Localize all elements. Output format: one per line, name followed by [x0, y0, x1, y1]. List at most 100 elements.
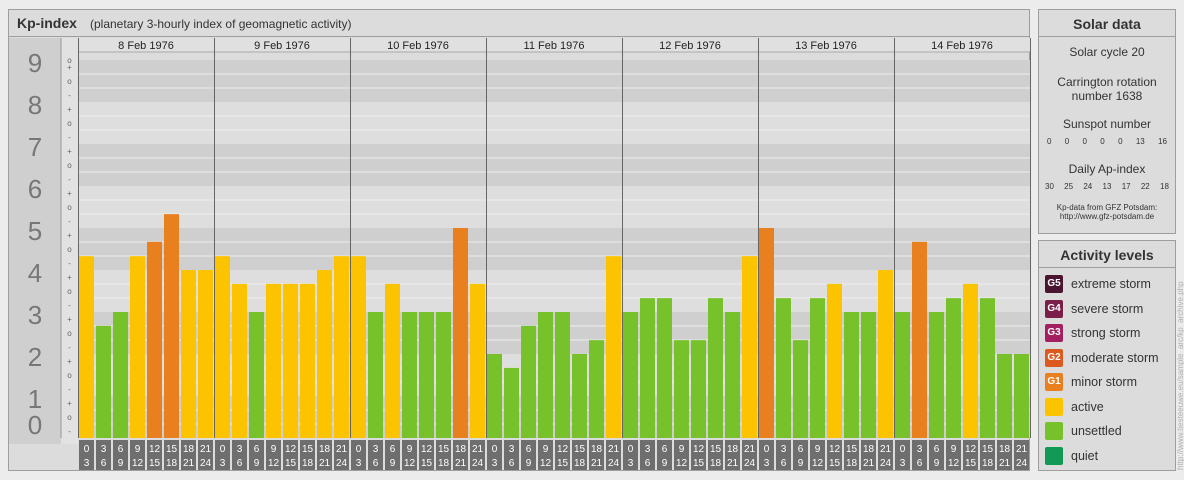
activity-level-swatch	[1045, 397, 1063, 416]
kp-bar	[759, 228, 774, 438]
day-label: 10 Feb 1976	[387, 40, 449, 52]
sunspot-value: 0	[1064, 137, 1070, 146]
interval-start-label: 6	[526, 444, 532, 455]
interval-end-label: 24	[744, 458, 756, 469]
interval-end-label: 15	[149, 458, 161, 469]
interval-cell	[623, 440, 638, 470]
y-label-column	[9, 38, 61, 444]
interval-cell	[79, 440, 94, 470]
activity-level-item: G4 severe storm	[1045, 299, 1143, 319]
interval-start-label: 15	[302, 444, 314, 455]
interval-cell	[793, 440, 808, 470]
interval-end-label: 6	[101, 458, 107, 469]
interval-end-label: 12	[812, 458, 824, 469]
sub-tick-symbol: -	[68, 343, 71, 352]
sub-tick-symbol: o	[67, 56, 72, 65]
interval-start-label: 15	[710, 444, 722, 455]
interval-start-label: 18	[863, 444, 875, 455]
interval-end-label: 3	[628, 458, 634, 469]
activity-level-label: extreme storm	[1071, 277, 1151, 291]
interval-cell	[878, 440, 893, 470]
kp-bar	[606, 256, 621, 438]
sunspot-value: 0	[1082, 137, 1087, 146]
kp-bar	[742, 256, 757, 438]
interval-cell	[538, 440, 553, 470]
sunspot-value: 16	[1158, 137, 1167, 146]
interval-end-label: 9	[118, 458, 124, 469]
kp-bar	[453, 228, 468, 438]
interval-end-label: 3	[764, 458, 770, 469]
kp-bar	[215, 256, 230, 438]
interval-cell	[674, 440, 689, 470]
interval-cell	[1014, 440, 1029, 470]
day-label: 9 Feb 1976	[254, 40, 310, 52]
credit-text: http://www.tiesteeuwe.eu/sample_arc/kp_a…	[1176, 281, 1184, 470]
ap-value: 25	[1064, 182, 1074, 191]
y-tick-label: 3	[28, 300, 42, 330]
interval-end-label: 9	[526, 458, 532, 469]
kp-bar	[708, 298, 723, 438]
y-tick-label: 2	[28, 342, 42, 372]
kp-band	[78, 144, 1030, 186]
interval-start-label: 18	[999, 444, 1011, 455]
interval-cell	[351, 440, 366, 470]
interval-start-label: 3	[237, 444, 243, 455]
kp-bar	[283, 283, 298, 438]
y-tick-label: 9	[28, 48, 42, 78]
interval-cell	[759, 440, 774, 470]
interval-end-label: 21	[183, 458, 195, 469]
kp-bar	[147, 241, 162, 438]
interval-end-label: 3	[356, 458, 362, 469]
kp-bar	[980, 298, 995, 438]
kp-band	[78, 228, 1030, 270]
kp-bar	[946, 298, 961, 438]
kp-bar	[640, 298, 655, 438]
y-tick-label: 8	[28, 90, 42, 120]
interval-cell	[317, 440, 332, 470]
kp-bar	[334, 256, 349, 438]
interval-cell	[929, 440, 944, 470]
activity-level-swatch	[1045, 422, 1063, 440]
sunspot-value: 0	[1047, 137, 1052, 146]
interval-start-label: 0	[84, 444, 90, 455]
kp-bar	[164, 214, 179, 438]
y-tick-label: 0	[28, 410, 42, 440]
interval-end-label: 21	[319, 458, 331, 469]
interval-cell	[691, 440, 706, 470]
interval-start-label: 12	[421, 444, 433, 455]
day-label: 14 Feb 1976	[931, 40, 993, 52]
sub-tick-symbol: o	[67, 77, 72, 86]
sub-tick-symbol: o	[67, 161, 72, 170]
ap-label: Daily Ap-index	[1068, 162, 1146, 176]
interval-cell	[776, 440, 791, 470]
interval-end-label: 6	[917, 458, 923, 469]
interval-start-label: 3	[917, 444, 923, 455]
interval-cell	[589, 440, 604, 470]
sub-tick-symbol: o	[67, 245, 72, 254]
ap-value: 22	[1140, 182, 1150, 191]
kp-bar	[1014, 354, 1029, 438]
interval-cell	[810, 440, 825, 470]
interval-end-label: 12	[676, 458, 688, 469]
interval-cell	[997, 440, 1012, 470]
sub-tick-symbol: -	[68, 175, 71, 184]
interval-start-label: 9	[271, 444, 277, 455]
interval-end-label: 12	[404, 458, 416, 469]
kp-bar	[368, 312, 383, 438]
kp-bar	[79, 256, 94, 438]
interval-start-label: 6	[118, 444, 124, 455]
kp-bar	[572, 354, 587, 438]
interval-end-label: 15	[693, 458, 705, 469]
interval-cell	[504, 440, 519, 470]
solar-data-panel: Solar data Solar cycle 20 Carrington rot…	[1038, 9, 1176, 234]
interval-start-label: 0	[628, 444, 634, 455]
interval-start-label: 6	[934, 444, 940, 455]
kp-bar	[385, 283, 400, 438]
interval-start-label: 3	[101, 444, 107, 455]
interval-start-label: 3	[645, 444, 651, 455]
kp-bar	[810, 298, 825, 438]
interval-cell	[113, 440, 128, 470]
interval-end-label: 15	[965, 458, 977, 469]
interval-end-label: 12	[948, 458, 960, 469]
interval-start-label: 9	[815, 444, 821, 455]
